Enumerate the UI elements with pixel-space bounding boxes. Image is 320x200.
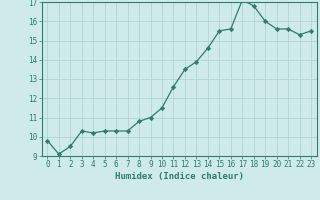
X-axis label: Humidex (Indice chaleur): Humidex (Indice chaleur) xyxy=(115,172,244,181)
